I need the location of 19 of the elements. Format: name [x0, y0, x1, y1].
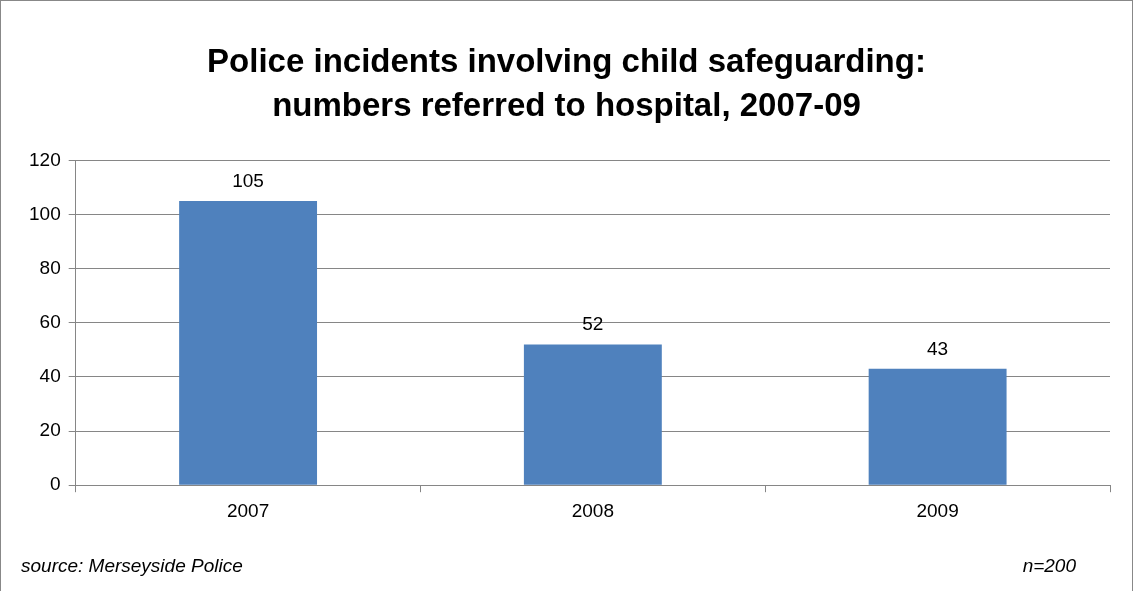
bar: [523, 344, 662, 485]
source-note: source: Merseyside Police: [21, 555, 243, 577]
y-tick-label: 20: [39, 419, 61, 441]
data-label: 105: [232, 169, 264, 191]
y-tick-label: 60: [39, 311, 61, 333]
y-tick-label: 80: [39, 256, 61, 278]
x-tick-label: 2008: [571, 499, 614, 521]
y-tick-label: 40: [39, 365, 61, 387]
y-tick-label: 120: [29, 148, 61, 170]
data-label: 52: [582, 313, 604, 335]
text: n=200: [1022, 555, 1076, 577]
bar: [868, 368, 1007, 485]
y-tick-label: 0: [50, 473, 61, 495]
y-tick-label: 100: [29, 202, 61, 224]
bar: [179, 201, 318, 485]
data-label: 43: [927, 337, 949, 359]
x-tick-label: 2007: [226, 499, 270, 521]
chart-title: Police incidents involving child safeguarding: numbers referred to hospital, 2007-09: [206, 41, 927, 125]
x-tick-label: 2009: [916, 499, 959, 521]
